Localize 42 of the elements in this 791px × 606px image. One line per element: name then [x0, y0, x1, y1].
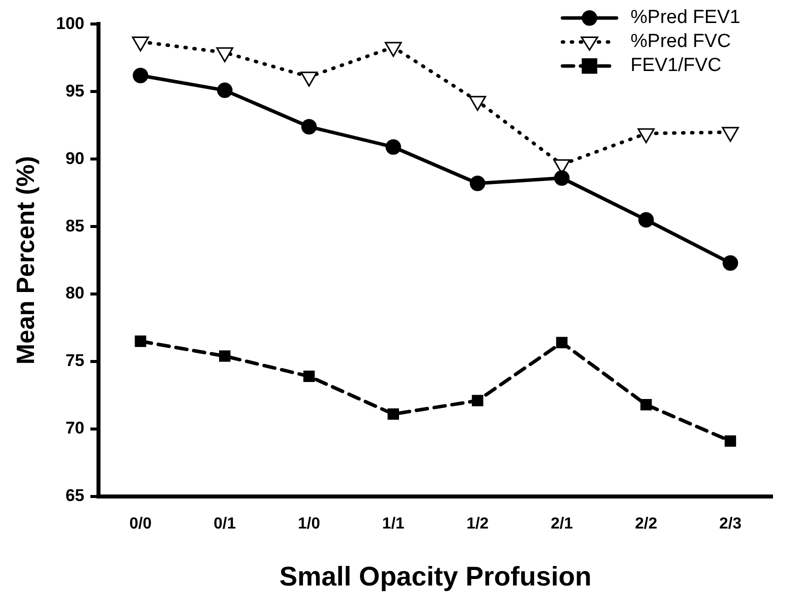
point — [388, 408, 399, 420]
point — [384, 42, 402, 57]
point — [470, 176, 486, 192]
point — [300, 72, 318, 87]
point — [724, 435, 736, 447]
x-tick-label: 2/3 — [719, 515, 742, 532]
y-axis-title: Mean Percent (%) — [12, 156, 40, 364]
point — [216, 47, 234, 62]
y-tick-label: 80 — [65, 284, 84, 303]
point — [638, 212, 654, 228]
point — [638, 128, 655, 144]
legend-label: %Pred FEV1 — [630, 7, 740, 28]
point — [556, 336, 568, 348]
y-tick-label: 65 — [65, 486, 84, 506]
x-tick-label: 0/0 — [129, 515, 152, 532]
point — [472, 394, 484, 406]
point — [134, 336, 146, 347]
point — [132, 36, 150, 52]
y-tick-label: 85 — [65, 216, 84, 236]
legend-label: %Pred FVC — [630, 31, 731, 52]
legend-label: FEV1/FVC — [630, 55, 722, 76]
y-tick-label: 95 — [65, 81, 84, 100]
x-axis-title: Small Opacity Profusion — [279, 561, 592, 592]
y-tick-label: 100 — [56, 14, 84, 33]
y-tick-label: 90 — [65, 148, 84, 168]
point — [722, 126, 739, 142]
point — [640, 398, 652, 410]
point — [722, 255, 738, 271]
x-tick-label: 2/1 — [550, 515, 574, 532]
point — [554, 170, 570, 186]
point — [219, 350, 230, 362]
point — [469, 96, 486, 111]
x-tick-label: 0/1 — [214, 515, 236, 532]
x-tick-label: 1/0 — [298, 515, 320, 532]
x-tick-label: 1/1 — [382, 515, 405, 532]
y-tick-label: 75 — [65, 351, 84, 370]
point — [386, 139, 402, 155]
y-tick-label: 70 — [65, 418, 84, 438]
point — [303, 370, 315, 382]
point — [217, 82, 233, 98]
x-tick-label: 1/2 — [466, 515, 489, 532]
x-tick-label: 2/2 — [634, 515, 658, 532]
